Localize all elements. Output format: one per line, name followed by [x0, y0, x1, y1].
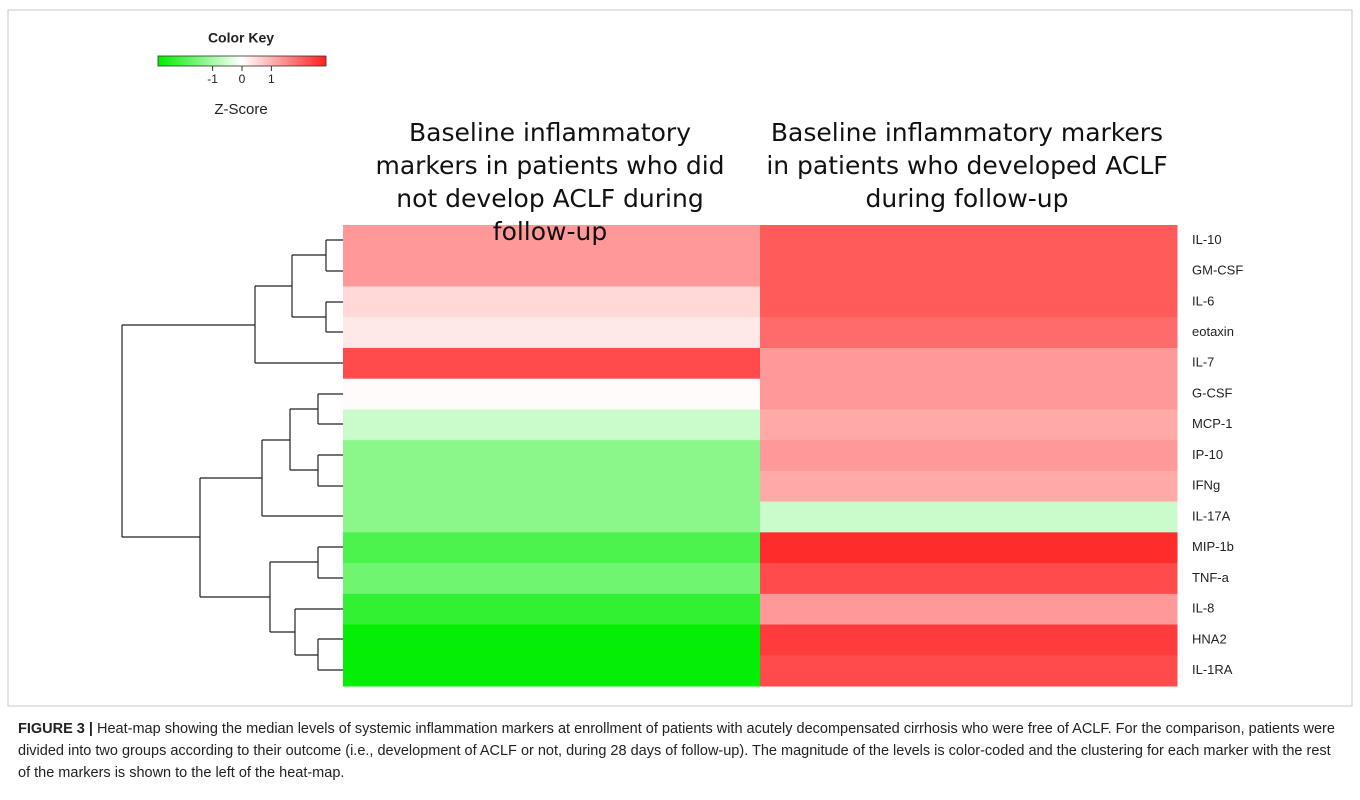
row-label: HNA2 — [1192, 631, 1227, 646]
heat-cell — [760, 378, 1178, 410]
row-label: G-CSF — [1192, 385, 1233, 400]
heat-cell — [760, 225, 1178, 257]
key-tick-label: 0 — [239, 72, 246, 86]
heat-cell — [343, 255, 761, 287]
row-label: IL-7 — [1192, 355, 1214, 370]
caption: FIGURE 3 | Heat-map showing the median l… — [18, 718, 1343, 784]
dendrogram — [121, 239, 343, 671]
heat-cell — [760, 409, 1178, 441]
heat-cell — [760, 347, 1178, 380]
heat-cell — [343, 286, 761, 318]
heat-cell — [343, 317, 761, 349]
heat-cell — [760, 317, 1178, 349]
heat-cell — [760, 286, 1178, 318]
row-label: IL-17A — [1192, 508, 1231, 523]
caption-text: Heat-map showing the median levels of sy… — [18, 721, 1335, 781]
key-title: Color Key — [208, 30, 274, 46]
row-label: IL-1RA — [1192, 662, 1233, 677]
row-label: IL-6 — [1192, 293, 1214, 308]
column-header: Baseline inflammatory markers in patient… — [375, 118, 725, 246]
heat-cell — [343, 655, 761, 687]
row-label: MIP-1b — [1192, 539, 1234, 554]
heat-cell — [343, 501, 761, 533]
row-label: IP-10 — [1192, 447, 1223, 462]
heat-cell — [760, 624, 1178, 656]
heat-cell — [760, 470, 1178, 503]
heat-cell — [343, 378, 761, 410]
heat-cell — [343, 440, 761, 472]
heat-cell — [343, 225, 761, 257]
row-label: MCP-1 — [1192, 416, 1232, 431]
heat-cell — [760, 255, 1178, 287]
heat-cell — [760, 532, 1178, 564]
heat-cell — [343, 593, 761, 626]
row-label: TNF-a — [1192, 570, 1230, 585]
color-key — [157, 55, 327, 67]
row-label: IFNg — [1192, 478, 1220, 493]
heat-cell — [760, 655, 1178, 687]
heat-cell — [343, 347, 761, 380]
heat-cell — [343, 470, 761, 503]
heat-cell — [760, 501, 1178, 533]
heat-cell — [343, 563, 761, 595]
heat-cell — [760, 563, 1178, 595]
heat-cell — [760, 440, 1178, 472]
column-header: Baseline inflammatory markers in patient… — [766, 118, 1168, 213]
row-label: IL-10 — [1192, 232, 1222, 247]
row-label: eotaxin — [1192, 324, 1234, 339]
row-label: GM-CSF — [1192, 263, 1243, 278]
caption-label: FIGURE 3 | — [18, 721, 93, 737]
heat-cell — [343, 409, 761, 441]
figure-frame — [7, 9, 1353, 707]
row-label: IL-8 — [1192, 601, 1214, 616]
heat-cell — [343, 624, 761, 656]
key-label: Z-Score — [214, 101, 267, 118]
key-tick-label: 1 — [268, 72, 275, 86]
heat-cell — [760, 593, 1178, 626]
heat-cell — [343, 532, 761, 564]
key-tick-label: -1 — [207, 72, 218, 86]
